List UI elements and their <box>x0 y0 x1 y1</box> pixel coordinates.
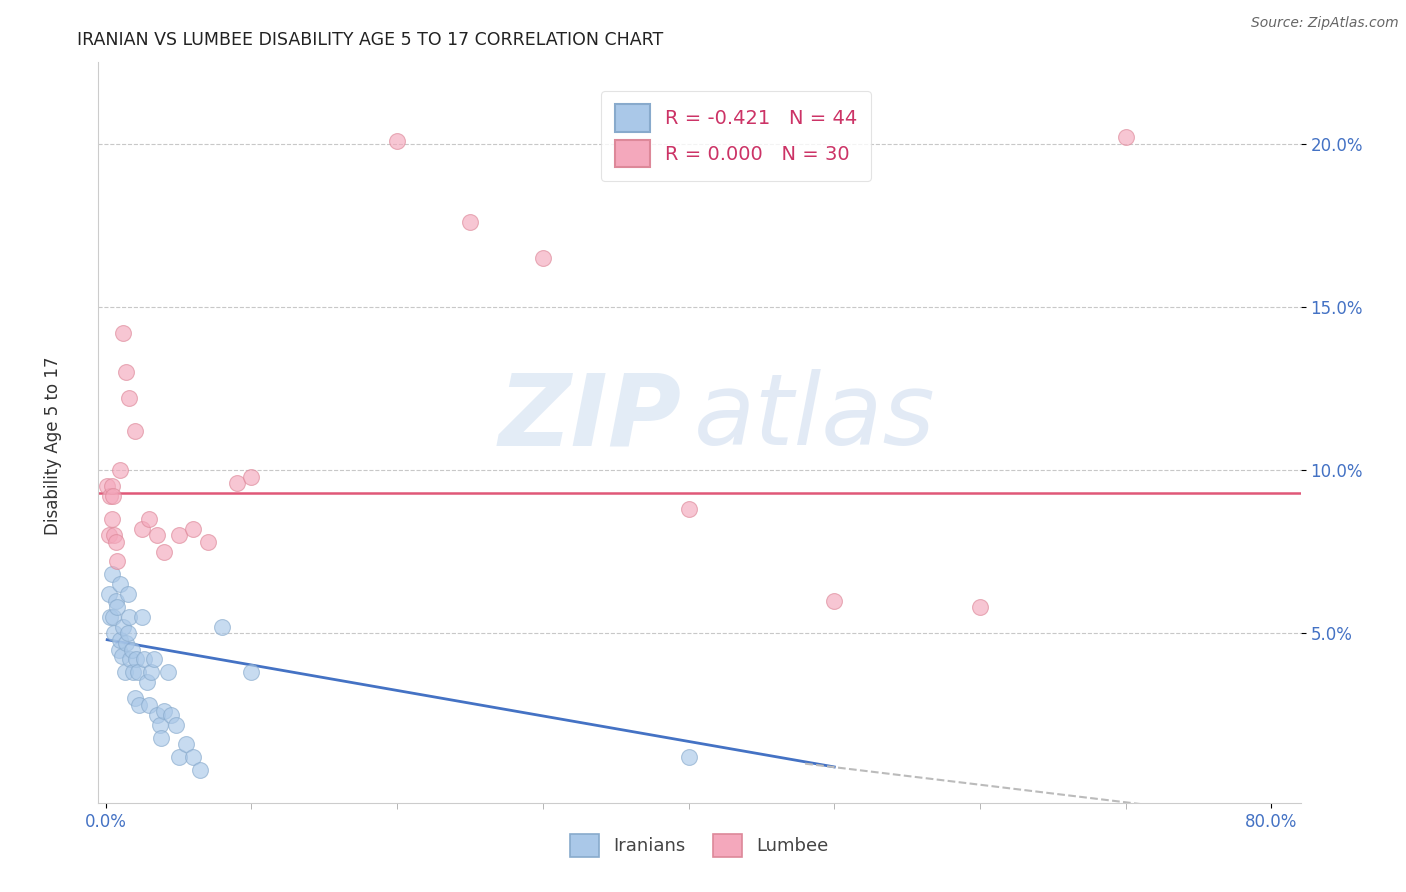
Point <box>174 737 197 751</box>
Point <box>150 731 173 745</box>
Point <box>122 665 145 680</box>
Point <box>142 652 165 666</box>
Point <box>167 750 190 764</box>
Point <box>167 528 190 542</box>
Point <box>132 652 155 666</box>
Point <box>678 750 700 764</box>
Point <box>97 587 120 601</box>
Point <box>240 469 263 483</box>
Point <box>190 763 212 777</box>
Point <box>111 648 134 663</box>
Text: ZIP: ZIP <box>499 369 682 467</box>
Point <box>110 632 132 647</box>
Point <box>165 717 187 731</box>
Point <box>181 750 204 764</box>
Point <box>115 365 138 379</box>
Text: atlas: atlas <box>693 369 935 467</box>
Point <box>823 593 845 607</box>
Point <box>145 528 167 542</box>
Point <box>98 489 121 503</box>
Point <box>531 251 554 265</box>
Point <box>197 534 219 549</box>
Point <box>112 326 135 340</box>
Point <box>160 707 183 722</box>
Point <box>1115 130 1137 145</box>
Point <box>225 476 247 491</box>
Point <box>131 522 153 536</box>
Point <box>115 636 138 650</box>
Point <box>125 652 148 666</box>
Point <box>105 554 128 568</box>
Text: Source: ZipAtlas.com: Source: ZipAtlas.com <box>1251 16 1399 30</box>
Point <box>149 717 172 731</box>
Point <box>678 502 700 516</box>
Point <box>124 691 146 706</box>
Point <box>211 620 233 634</box>
Point <box>969 600 991 615</box>
Point <box>118 610 141 624</box>
Point <box>112 620 135 634</box>
Point <box>458 215 481 229</box>
Text: IRANIAN VS LUMBEE DISABILITY AGE 5 TO 17 CORRELATION CHART: IRANIAN VS LUMBEE DISABILITY AGE 5 TO 17… <box>77 31 664 49</box>
Point <box>101 489 124 503</box>
Point <box>97 528 120 542</box>
Point <box>145 707 167 722</box>
Point <box>128 698 150 712</box>
Point <box>131 610 153 624</box>
Point <box>121 642 143 657</box>
Text: Disability Age 5 to 17: Disability Age 5 to 17 <box>45 357 62 535</box>
Legend: Iranians, Lumbee: Iranians, Lumbee <box>564 827 835 864</box>
Point <box>108 642 131 657</box>
Point <box>118 392 141 406</box>
Point <box>127 665 149 680</box>
Point <box>104 593 127 607</box>
Point <box>120 652 142 666</box>
Point <box>98 610 121 624</box>
Point <box>157 665 180 680</box>
Point <box>105 600 128 615</box>
Point <box>100 512 122 526</box>
Point <box>103 528 125 542</box>
Point <box>153 544 176 558</box>
Point <box>103 626 125 640</box>
Point <box>101 610 124 624</box>
Point <box>138 698 160 712</box>
Point <box>153 705 176 719</box>
Point <box>138 512 160 526</box>
Point <box>139 665 162 680</box>
Point <box>100 567 122 582</box>
Point <box>104 534 127 549</box>
Point <box>181 522 204 536</box>
Point <box>385 134 408 148</box>
Point <box>100 479 122 493</box>
Point <box>117 626 139 640</box>
Point <box>114 665 136 680</box>
Point <box>117 587 139 601</box>
Point <box>240 665 263 680</box>
Point <box>110 463 132 477</box>
Point <box>110 577 132 591</box>
Point <box>135 675 157 690</box>
Point <box>124 424 146 438</box>
Point <box>96 479 118 493</box>
